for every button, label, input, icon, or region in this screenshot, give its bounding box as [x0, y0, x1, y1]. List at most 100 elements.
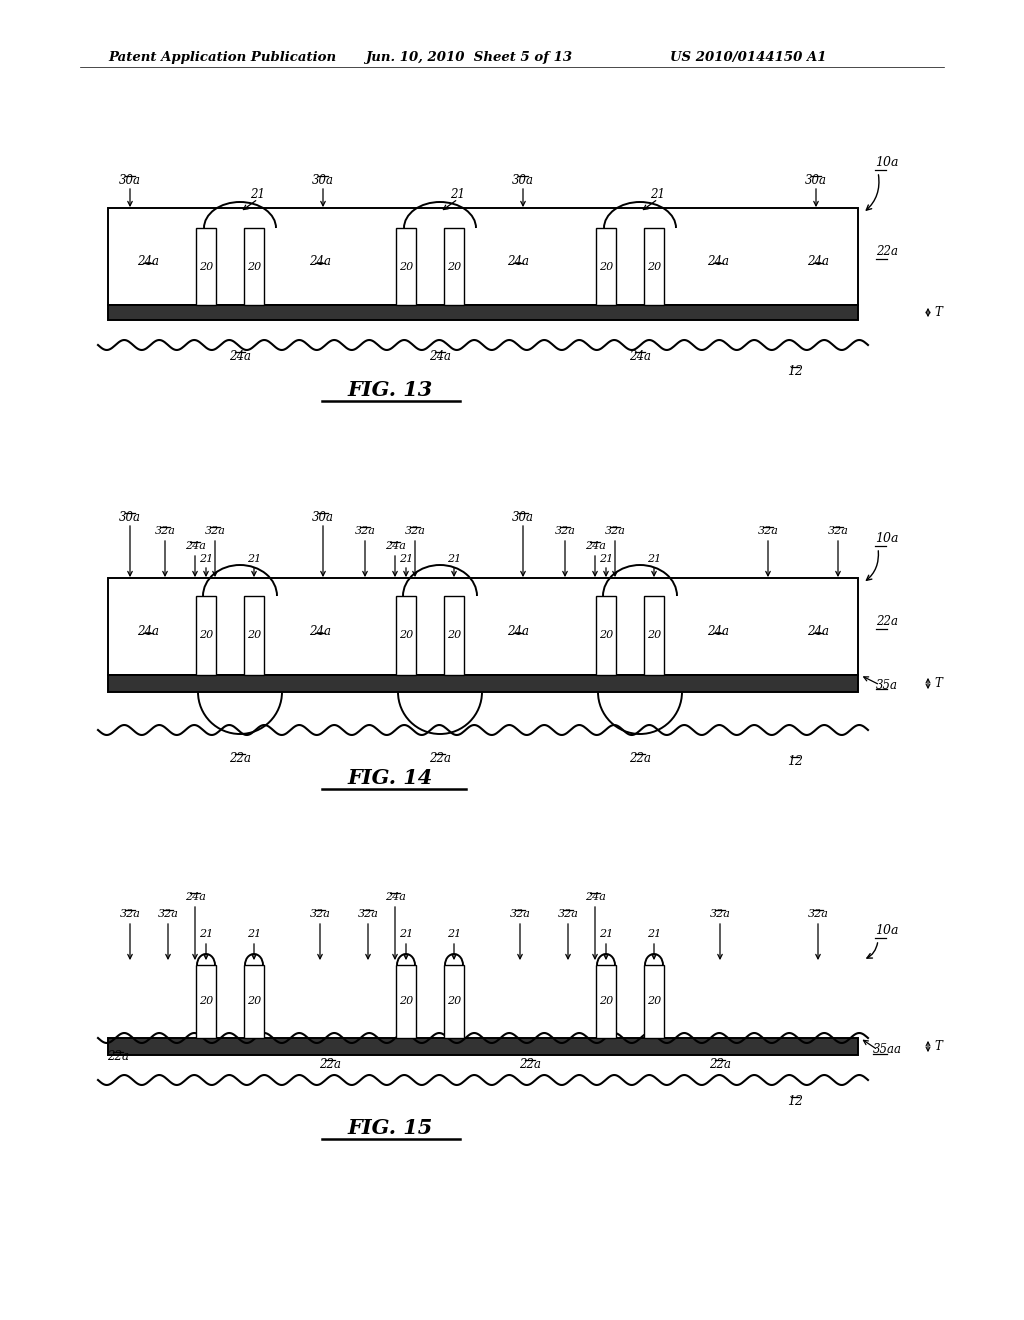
Text: 32a: 32a — [205, 525, 225, 536]
Text: 22a: 22a — [319, 1059, 341, 1071]
Text: 24a: 24a — [507, 255, 529, 268]
Text: 21: 21 — [199, 554, 213, 564]
Text: 10a: 10a — [874, 924, 898, 936]
Text: 20: 20 — [599, 631, 613, 640]
Text: 20: 20 — [446, 997, 461, 1006]
Text: 24a: 24a — [507, 624, 529, 638]
Text: 21: 21 — [247, 929, 261, 939]
Bar — [396, 597, 416, 675]
Text: 24a: 24a — [184, 541, 206, 550]
Text: 32a: 32a — [357, 909, 379, 919]
Text: 20: 20 — [399, 631, 413, 640]
Text: T: T — [934, 1040, 942, 1053]
Text: 20: 20 — [647, 997, 662, 1006]
Text: 21: 21 — [647, 554, 662, 564]
Text: 30a: 30a — [119, 174, 141, 187]
Text: 12: 12 — [787, 1096, 803, 1107]
Text: FIG. 13: FIG. 13 — [347, 380, 432, 400]
Text: 32a: 32a — [354, 525, 376, 536]
Text: 12: 12 — [787, 755, 803, 768]
Text: 22a: 22a — [629, 752, 651, 766]
Text: 32a: 32a — [808, 909, 828, 919]
Text: 10a: 10a — [874, 532, 898, 544]
Text: 32a: 32a — [404, 525, 425, 536]
Text: 20: 20 — [199, 261, 213, 272]
Text: 20: 20 — [247, 997, 261, 1006]
Text: 35a: 35a — [876, 678, 898, 692]
Text: FIG. 14: FIG. 14 — [347, 768, 432, 788]
Text: 21: 21 — [599, 929, 613, 939]
Text: 30a: 30a — [312, 174, 334, 187]
Text: 32a: 32a — [510, 909, 530, 919]
Text: 24a: 24a — [309, 255, 331, 268]
Bar — [644, 228, 664, 305]
Text: 21: 21 — [247, 554, 261, 564]
Text: 22a: 22a — [876, 615, 898, 628]
Text: 30a: 30a — [119, 511, 141, 524]
Text: 22a: 22a — [709, 1059, 731, 1071]
Bar — [596, 228, 616, 305]
Text: 24a: 24a — [137, 624, 159, 638]
Bar — [108, 209, 858, 305]
Text: Jun. 10, 2010  Sheet 5 of 13: Jun. 10, 2010 Sheet 5 of 13 — [365, 50, 572, 63]
Bar — [396, 965, 416, 1038]
Text: US 2010/0144150 A1: US 2010/0144150 A1 — [670, 50, 826, 63]
Bar — [108, 1038, 858, 1055]
Bar — [196, 228, 216, 305]
Bar — [244, 965, 264, 1038]
Bar — [196, 965, 216, 1038]
Text: 24a: 24a — [137, 255, 159, 268]
Bar — [444, 597, 464, 675]
Text: 20: 20 — [199, 631, 213, 640]
Text: 21: 21 — [647, 929, 662, 939]
Text: 24a: 24a — [429, 350, 451, 363]
Text: 32a: 32a — [155, 525, 175, 536]
Text: 35aa: 35aa — [873, 1043, 902, 1056]
Bar — [396, 228, 416, 305]
Text: 21: 21 — [399, 554, 413, 564]
Bar — [244, 597, 264, 675]
Text: 24a: 24a — [707, 255, 729, 268]
Text: T: T — [934, 306, 942, 319]
Text: 32a: 32a — [604, 525, 626, 536]
Text: 24a: 24a — [629, 350, 651, 363]
Text: 22a: 22a — [229, 752, 251, 766]
Text: 21: 21 — [446, 554, 461, 564]
Text: 21: 21 — [599, 554, 613, 564]
Text: 30a: 30a — [512, 511, 534, 524]
Text: 32a: 32a — [758, 525, 778, 536]
Text: 22a: 22a — [519, 1059, 541, 1071]
Bar — [108, 578, 858, 675]
Text: 24a: 24a — [807, 255, 829, 268]
Text: 32a: 32a — [120, 909, 140, 919]
Text: 24a: 24a — [585, 892, 605, 902]
Text: 32a: 32a — [710, 909, 730, 919]
Text: 12: 12 — [787, 366, 803, 378]
Text: 32a: 32a — [827, 525, 849, 536]
Text: 24a: 24a — [707, 624, 729, 638]
Text: 30a: 30a — [312, 511, 334, 524]
Text: 20: 20 — [247, 261, 261, 272]
Text: 20: 20 — [647, 631, 662, 640]
Bar — [196, 597, 216, 675]
Bar — [244, 228, 264, 305]
Text: 32a: 32a — [158, 909, 178, 919]
Text: 22a: 22a — [429, 752, 451, 766]
Bar — [596, 965, 616, 1038]
Text: 32a: 32a — [557, 909, 579, 919]
Text: 20: 20 — [199, 997, 213, 1006]
Text: 24a: 24a — [807, 624, 829, 638]
Text: 30a: 30a — [512, 174, 534, 187]
Text: 20: 20 — [446, 631, 461, 640]
Text: 24a: 24a — [184, 892, 206, 902]
Text: 24a: 24a — [309, 624, 331, 638]
Text: T: T — [934, 677, 942, 690]
Text: 21: 21 — [251, 187, 265, 201]
Text: 24a: 24a — [229, 350, 251, 363]
Text: 21: 21 — [399, 929, 413, 939]
Text: 20: 20 — [599, 261, 613, 272]
Bar — [444, 228, 464, 305]
Text: 21: 21 — [650, 187, 666, 201]
Text: 22a: 22a — [876, 246, 898, 259]
Text: Patent Application Publication: Patent Application Publication — [108, 50, 336, 63]
